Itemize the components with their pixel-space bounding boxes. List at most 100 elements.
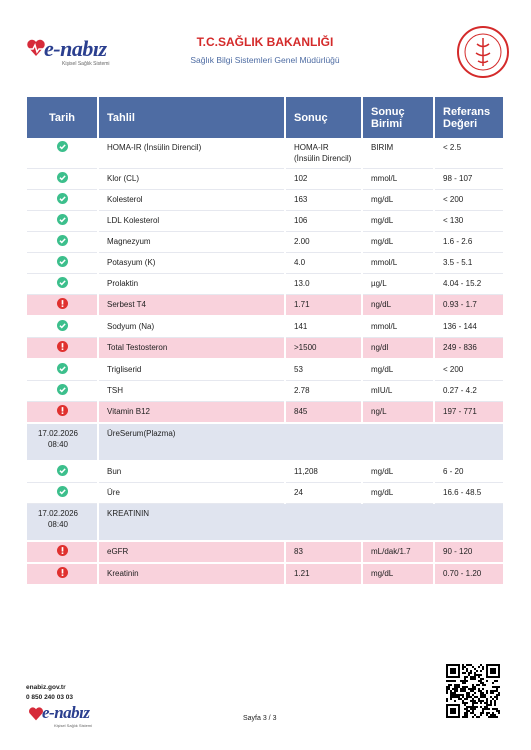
- unit: mmol/L: [362, 252, 435, 274]
- reference: 6 - 20: [434, 461, 505, 483]
- subtitle: Sağlık Bilgi Sistemleri Genel Müdürlüğü: [190, 55, 340, 65]
- result-row: Sodyum (Na) 141 mmol/L 136 - 144: [27, 316, 505, 338]
- test-name: Vitamin B12: [98, 401, 286, 424]
- status: [27, 563, 99, 586]
- unit: mmol/L: [362, 316, 435, 338]
- status: [27, 294, 99, 317]
- reference: 3.5 - 5.1: [434, 252, 505, 274]
- test-name: Prolaktin: [98, 273, 286, 295]
- test-name: HOMA-IR (İnsülin Direncil): [98, 138, 286, 169]
- footer-logo-tagline: Kişisel Sağlık Sistemi: [54, 723, 93, 728]
- test-name: Bun: [98, 461, 286, 483]
- result-row: Prolaktin 13.0 µg/L 4.04 - 15.2: [27, 273, 505, 295]
- date: 17.02.2026 08:40: [27, 423, 99, 462]
- status: [27, 231, 99, 253]
- result: 1.21: [285, 563, 363, 586]
- alert-icon: [56, 341, 68, 352]
- status: [27, 316, 99, 338]
- unit: mg/dL: [362, 482, 435, 504]
- result-row: Vitamin B12 845 ng/L 197 - 771: [27, 401, 505, 424]
- check-icon: [56, 363, 68, 374]
- status: [27, 138, 99, 169]
- group-name: KREATININ: [98, 503, 505, 542]
- check-icon: [56, 235, 68, 246]
- result: 24: [285, 482, 363, 504]
- test-name: LDL Kolesterol: [98, 210, 286, 232]
- test-name: Kolesterol: [98, 189, 286, 211]
- status: [27, 337, 99, 360]
- page-number: Sayfa 3 / 3: [243, 715, 277, 722]
- status: [27, 401, 99, 424]
- column-header: Sonuç Birimi: [362, 97, 435, 138]
- alert-icon: [56, 405, 68, 416]
- status: [27, 252, 99, 274]
- result-row: Magnezyum 2.00 mg/dL 1.6 - 2.6: [27, 231, 505, 253]
- unit: mIU/L: [362, 380, 435, 402]
- check-icon: [56, 141, 68, 152]
- status: [27, 168, 99, 190]
- status: [27, 541, 99, 564]
- date: 17.02.2026 08:40: [27, 503, 99, 542]
- reference: < 200: [434, 189, 505, 211]
- unit: mg/dL: [362, 231, 435, 253]
- check-icon: [56, 486, 68, 497]
- status: [27, 273, 99, 295]
- test-name: Serbest T4: [98, 294, 286, 317]
- reference: 136 - 144: [434, 316, 505, 338]
- column-header: Tarih: [27, 97, 99, 138]
- unit: mmol/L: [362, 168, 435, 190]
- result: 83: [285, 541, 363, 564]
- result: HOMA-IR (İnsülin Direncil): [285, 138, 363, 169]
- phone: 0 850 240 03 03: [26, 694, 73, 701]
- test-name: Klor (CL): [98, 168, 286, 190]
- result: 4.0: [285, 252, 363, 274]
- website: enabiz.gov.tr: [26, 684, 66, 691]
- unit: mL/dak/1.7: [362, 541, 435, 564]
- footer-logo-heart: [29, 707, 43, 721]
- test-name: Potasyum (K): [98, 252, 286, 274]
- result: >1500: [285, 337, 363, 360]
- reference: < 200: [434, 359, 505, 381]
- reference: 4.04 - 15.2: [434, 273, 505, 295]
- result-row: HOMA-IR (İnsülin Direncil) HOMA-IR (İnsül…: [27, 138, 505, 169]
- group-name: ÜreSerum(Plazma): [98, 423, 505, 462]
- status: [27, 461, 99, 483]
- test-name: Trigliserid: [98, 359, 286, 381]
- qr-code: [446, 664, 500, 718]
- result: 2.00: [285, 231, 363, 253]
- test-name: TSH: [98, 380, 286, 402]
- result: 53: [285, 359, 363, 381]
- ministry-emblem: [457, 26, 509, 78]
- check-icon: [56, 320, 68, 331]
- test-name: eGFR: [98, 541, 286, 564]
- result: 1.71: [285, 294, 363, 317]
- status: [27, 482, 99, 504]
- column-header: Sonuç: [285, 97, 363, 138]
- status: [27, 380, 99, 402]
- result-row: Üre 24 mg/dL 16.6 - 48.5: [27, 482, 505, 504]
- result: 102: [285, 168, 363, 190]
- unit: ng/dl: [362, 337, 435, 360]
- logo: e-nabız: [44, 36, 107, 61]
- check-icon: [56, 193, 68, 204]
- status: [27, 210, 99, 232]
- test-name: Total Testosteron: [98, 337, 286, 360]
- check-icon: [56, 384, 68, 395]
- result-row: Total Testosteron >1500 ng/dl 249 - 836: [27, 337, 505, 360]
- check-icon: [56, 214, 68, 225]
- result-row: Serbest T4 1.71 ng/dL 0.93 - 1.7: [27, 294, 505, 317]
- result: 163: [285, 189, 363, 211]
- alert-icon: [56, 298, 68, 309]
- unit: mg/dL: [362, 461, 435, 483]
- reference: 197 - 771: [434, 401, 505, 424]
- reference: < 130: [434, 210, 505, 232]
- result-row: Potasyum (K) 4.0 mmol/L 3.5 - 5.1: [27, 252, 505, 274]
- unit: BIRIM: [362, 138, 435, 169]
- test-name: Magnezyum: [98, 231, 286, 253]
- result: 2.78: [285, 380, 363, 402]
- status: [27, 359, 99, 381]
- status: [27, 189, 99, 211]
- test-name: Üre: [98, 482, 286, 504]
- reference: 249 - 836: [434, 337, 505, 360]
- logo-heart: [27, 39, 45, 56]
